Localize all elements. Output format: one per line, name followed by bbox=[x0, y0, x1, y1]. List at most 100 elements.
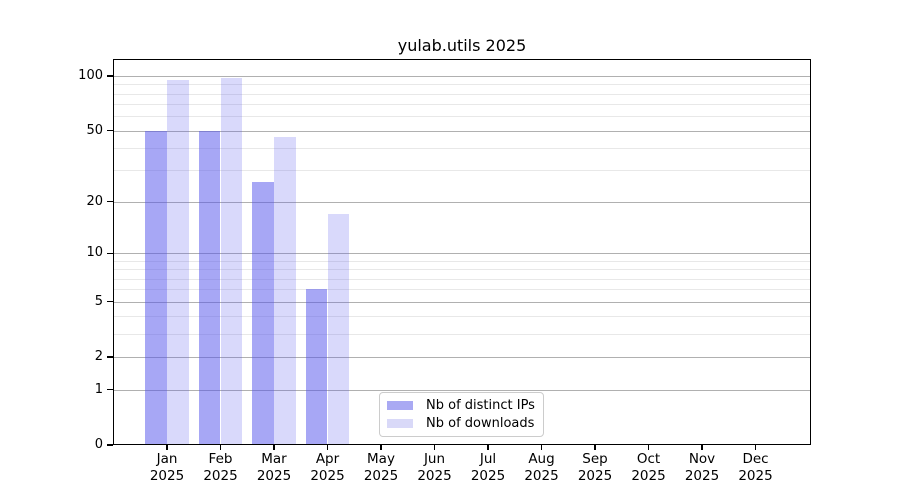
x-tick-year: 2025 bbox=[470, 468, 506, 484]
bar-downloads-mar bbox=[274, 137, 296, 445]
y-tick-mark-1 bbox=[107, 388, 113, 391]
x-tick-year: 2025 bbox=[417, 468, 452, 484]
x-tick-month: Apr bbox=[315, 451, 340, 467]
gridline-major-20 bbox=[113, 201, 811, 203]
x-tick-month: Mar bbox=[261, 451, 287, 467]
bar-downloads-feb bbox=[220, 77, 243, 445]
x-tick-label-may: May 2025 bbox=[346, 451, 416, 485]
y-tick-mark-0 bbox=[107, 444, 113, 446]
y-tick-label-20: 20 bbox=[86, 193, 103, 209]
x-tick-label-jan: Jan 2025 bbox=[132, 451, 202, 485]
legend: Nb of distinct IPs Nb of downloads bbox=[379, 392, 544, 437]
y-tick-label-50: 50 bbox=[86, 122, 103, 138]
gridline-minor-7 bbox=[113, 278, 811, 280]
legend-item-1: Nb of downloads bbox=[387, 416, 535, 431]
y-tick-mark-20 bbox=[107, 200, 113, 203]
legend-label: Nb of downloads bbox=[426, 416, 535, 431]
x-tick-label-jul: Jul 2025 bbox=[453, 451, 523, 485]
x-tick-label-oct: Oct 2025 bbox=[614, 451, 684, 485]
y-tick-label-10: 10 bbox=[86, 245, 103, 261]
legend-item-0: Nb of distinct IPs bbox=[387, 398, 535, 413]
gridline-minor-40 bbox=[113, 148, 811, 150]
x-tick-mark-jan bbox=[166, 445, 168, 450]
x-tick-year: 2025 bbox=[149, 468, 185, 484]
gridline-minor-8 bbox=[113, 269, 811, 271]
gridline-major-10 bbox=[113, 253, 811, 255]
gridline-minor-4 bbox=[113, 316, 811, 318]
x-tick-mark-jun bbox=[433, 445, 436, 450]
x-tick-label-mar: Mar 2025 bbox=[239, 451, 309, 485]
gridline-major-50 bbox=[113, 130, 811, 132]
gridline-minor-70 bbox=[113, 104, 811, 106]
x-tick-month: Nov bbox=[688, 451, 716, 467]
x-tick-year: 2025 bbox=[684, 468, 720, 484]
x-tick-mark-jul bbox=[487, 445, 489, 450]
x-tick-mark-oct bbox=[647, 445, 650, 450]
x-tick-mark-aug bbox=[540, 445, 543, 450]
gridline-minor-80 bbox=[113, 93, 811, 95]
y-tick-label-5: 5 bbox=[94, 293, 103, 309]
bar-distinct-ips-jan bbox=[145, 130, 167, 445]
gridline-minor-9 bbox=[113, 260, 811, 262]
x-tick-year: 2025 bbox=[577, 468, 613, 484]
x-tick-label-sep: Sep 2025 bbox=[560, 451, 630, 485]
y-tick-mark-10 bbox=[107, 252, 113, 254]
x-tick-year: 2025 bbox=[738, 468, 773, 484]
x-tick-month: Jun bbox=[423, 451, 446, 467]
x-tick-mark-may bbox=[380, 445, 382, 450]
x-tick-month: Jul bbox=[479, 451, 497, 467]
gridline-major-5 bbox=[113, 301, 811, 303]
x-tick-year: 2025 bbox=[256, 468, 292, 484]
bar-downloads-apr bbox=[327, 213, 350, 445]
y-tick-label-1: 1 bbox=[94, 381, 103, 397]
x-tick-year: 2025 bbox=[203, 468, 238, 484]
chart-title: yulab.utils 2025 bbox=[397, 36, 527, 55]
y-tick-label-0: 0 bbox=[94, 437, 103, 452]
y-tick-mark-50 bbox=[107, 129, 113, 132]
bar-distinct-ips-apr bbox=[305, 289, 328, 445]
bar-distinct-ips-mar bbox=[252, 181, 274, 445]
x-tick-mark-nov bbox=[701, 445, 703, 450]
bar-distinct-ips-feb bbox=[198, 130, 221, 445]
x-tick-label-jun: Jun 2025 bbox=[400, 451, 470, 485]
gridline-major-2 bbox=[113, 357, 811, 359]
y-tick-mark-5 bbox=[107, 301, 113, 303]
legend-swatch-icon bbox=[387, 401, 413, 410]
y-tick-mark-100 bbox=[107, 75, 113, 77]
gridline-minor-6 bbox=[113, 289, 811, 291]
legend-swatch-icon bbox=[387, 419, 413, 428]
x-tick-label-aug: Aug 2025 bbox=[507, 451, 577, 485]
x-tick-label-dec: Dec 2025 bbox=[721, 451, 791, 485]
gridline-major-1 bbox=[113, 389, 811, 391]
x-tick-label-feb: Feb 2025 bbox=[186, 451, 256, 485]
legend-label: Nb of distinct IPs bbox=[426, 398, 535, 413]
x-tick-mark-sep bbox=[594, 445, 596, 450]
x-tick-year: 2025 bbox=[524, 468, 559, 484]
x-tick-year: 2025 bbox=[310, 468, 345, 484]
x-tick-month: Sep bbox=[582, 451, 608, 467]
x-tick-mark-dec bbox=[754, 445, 757, 450]
x-tick-year: 2025 bbox=[363, 468, 399, 484]
gridline-minor-60 bbox=[113, 116, 811, 118]
x-tick-label-apr: Apr 2025 bbox=[293, 451, 363, 485]
x-tick-month: Aug bbox=[528, 451, 555, 467]
x-tick-month: Oct bbox=[636, 451, 661, 467]
gridline-minor-3 bbox=[113, 334, 811, 336]
x-tick-label-nov: Nov 2025 bbox=[667, 451, 737, 485]
plot-area bbox=[113, 59, 811, 445]
x-tick-month: May bbox=[367, 451, 395, 467]
y-tick-label-100: 100 bbox=[78, 68, 103, 84]
x-tick-month: Feb bbox=[208, 451, 233, 467]
gridline-minor-90 bbox=[113, 84, 811, 86]
gridline-major-100 bbox=[113, 76, 811, 78]
y-tick-label-2: 2 bbox=[94, 349, 103, 365]
bar-downloads-jan bbox=[167, 80, 189, 445]
x-tick-month: Jan bbox=[156, 451, 178, 467]
x-tick-mark-feb bbox=[219, 445, 222, 450]
y-tick-mark-2 bbox=[107, 356, 113, 358]
x-tick-year: 2025 bbox=[631, 468, 666, 484]
x-tick-month: Dec bbox=[742, 451, 769, 467]
gridline-minor-30 bbox=[113, 170, 811, 172]
x-tick-mark-mar bbox=[273, 445, 275, 450]
